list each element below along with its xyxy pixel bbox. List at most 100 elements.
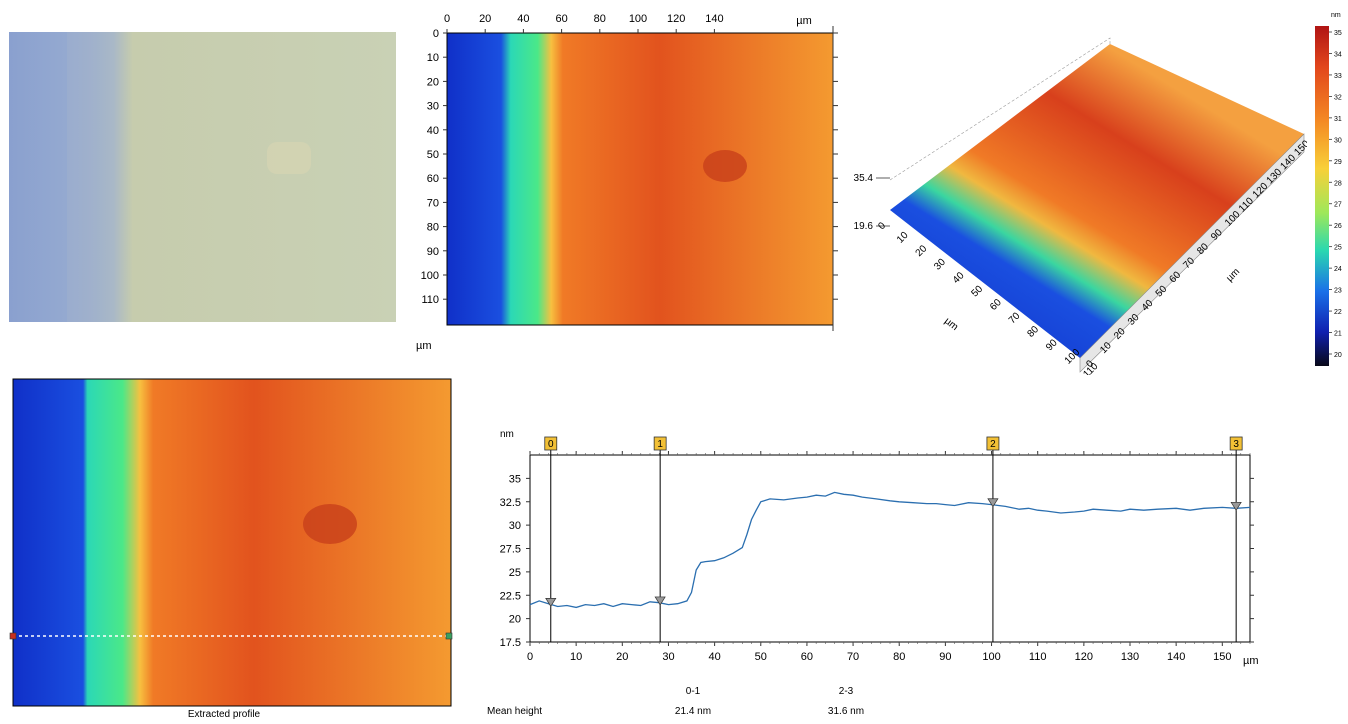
profile-x-tick-label: 40: [708, 651, 720, 663]
surface-3d-x-unit: µm: [942, 316, 960, 333]
profile-x-tick-label: 70: [847, 651, 859, 663]
height-map-2d-x-tick-label: 120: [667, 13, 685, 25]
profile-x-tick-label: 140: [1167, 651, 1185, 663]
profile-chart: nm 17.5 20 22.5 25 27.5 30 32.5 35 0 10 20 30 40 50 6…: [470, 420, 1290, 719]
colorbar-tick-label: 26: [1334, 223, 1342, 230]
height-map-2d-x-tick-label: 100: [629, 13, 647, 25]
height-map-2d-y-tick-label: 100: [421, 270, 439, 282]
height-map-2d-y-tick-label: 50: [427, 149, 439, 161]
height-map-2d-y-tick-label: 40: [427, 125, 439, 137]
height-map-2d-x-tick-label: 60: [555, 13, 567, 25]
height-map-2d-x-tick-label: 0: [444, 13, 450, 25]
surface-3d-x-tick-label: 30: [932, 257, 948, 273]
profile-y-tick-label: 30: [509, 520, 521, 532]
profile-cursor-marker[interactable]: [1230, 501, 1242, 511]
height-map-2d-y-tick-label: 90: [427, 246, 439, 258]
profile-plot-area: [529, 454, 1251, 643]
profile-x-tick-label: 100: [982, 651, 1000, 663]
height-map-2d: 0 20 40 60 80 100 120 140 0 10 20 30 40 50 60 70 80 90 10…: [410, 6, 850, 356]
surface-3d-image: [890, 44, 1304, 358]
colorbar-tick-label: 32: [1334, 94, 1342, 101]
colorbar-unit: nm: [1331, 12, 1341, 19]
profile-y-tick-label: 25: [509, 567, 521, 579]
colorbar-tick-label: 25: [1334, 245, 1342, 252]
colorbar-tick-label: 20: [1334, 352, 1342, 359]
optical-micrograph-image: [9, 32, 396, 322]
surface-3d-z-min: 19.6: [854, 221, 874, 232]
profile-cursor-flag[interactable]: [1229, 436, 1243, 451]
surface-3d-x-tick-label: 70: [1007, 310, 1023, 326]
colorbar-tick-label: 24: [1334, 266, 1342, 273]
height-map-2d-y-tick-label: 30: [427, 101, 439, 113]
height-map-2d-y-tick-label: 80: [427, 222, 439, 234]
profile-y-tick-label: 27.5: [500, 544, 521, 556]
colorbar-tick-label: 33: [1334, 73, 1342, 80]
colorbar: nm 35 34 33 32 31 30 29 28 27 26 25 24 23 22 21 20: [1305, 6, 1348, 371]
height-map-2d-y-tick-label: 70: [427, 197, 439, 209]
profile-line-end-handle[interactable]: [445, 632, 453, 640]
measure-col2-header: 2-3: [839, 686, 854, 697]
profile-line-start-handle[interactable]: [9, 632, 17, 640]
colorbar-tick-label: 28: [1334, 180, 1342, 187]
profile-x-tick-label: 110: [1029, 651, 1047, 663]
colorbar-tick-label: 29: [1334, 159, 1342, 166]
profile-cursor-label: 0: [548, 439, 554, 450]
extracted-profile-map-image: [12, 378, 452, 707]
colorbar-tick-label: 34: [1334, 51, 1342, 58]
profile-chart-y-label: nm: [500, 429, 514, 440]
height-map-2d-x-unit: µm: [796, 15, 812, 27]
profile-series-line: [529, 491, 1251, 609]
colorbar-gradient: [1315, 26, 1329, 366]
surface-3d-y-unit: µm: [1224, 266, 1242, 284]
extracted-profile-caption: Extracted profile: [188, 709, 261, 719]
height-map-2d-x-tick-label: 80: [594, 13, 606, 25]
surface-3d-x-tick-label: 10: [895, 230, 911, 246]
colorbar-tick-label: 23: [1334, 288, 1342, 295]
profile-cursor-marker[interactable]: [654, 596, 666, 606]
height-map-2d-y-tick-label: 10: [427, 52, 439, 64]
height-map-2d-y-tick-label: 110: [421, 294, 439, 306]
profile-cursor-flag[interactable]: [544, 436, 558, 451]
profile-cursor-label: 1: [657, 439, 663, 450]
profile-y-tick-label: 17.5: [500, 637, 521, 649]
profile-cursor-flag[interactable]: [653, 436, 667, 451]
height-map-2d-y-tick-label: 60: [427, 173, 439, 185]
profile-y-tick-label: 35: [509, 473, 521, 485]
height-map-2d-y-tick-label: 0: [433, 28, 439, 40]
profile-x-tick-label: 0: [527, 651, 533, 663]
profile-cursor-marker[interactable]: [987, 498, 999, 508]
profile-chart-x-unit: µm: [1243, 655, 1259, 667]
profile-x-tick-label: 30: [662, 651, 674, 663]
height-map-2d-x-tick-label: 40: [517, 13, 529, 25]
measure-col2-value: 31.6 nm: [828, 706, 864, 717]
surface-3d-x-tick-label: 80: [1025, 324, 1041, 340]
surface-3d-x-tick-label: 40: [951, 270, 967, 286]
measure-col1-value: 21.4 nm: [675, 706, 711, 717]
surface-3d-x-tick-label: 60: [988, 297, 1004, 313]
profile-x-tick-label: 150: [1213, 651, 1231, 663]
profile-y-tick-label: 32.5: [500, 497, 521, 509]
surface-3d-x-tick-label: 50: [970, 283, 986, 299]
surface-3d-x-tick-label: 20: [914, 243, 930, 259]
height-map-2d-y-tick-label: 20: [427, 76, 439, 88]
profile-x-tick-label: 50: [755, 651, 767, 663]
profile-y-tick-label: 22.5: [500, 590, 521, 602]
measure-row-label: Mean height: [487, 706, 542, 717]
surface-3d-view: 35.4 19.6 0 10 20 30 40 50 60 70 80 90 100 110 0 10 2…: [852, 30, 1312, 380]
colorbar-tick-label: 21: [1334, 331, 1342, 338]
profile-x-tick-label: 60: [801, 651, 813, 663]
profile-x-tick-label: 20: [616, 651, 628, 663]
profile-x-tick-label: 120: [1075, 651, 1093, 663]
height-map-2d-x-tick-label: 140: [705, 13, 723, 25]
optical-micrograph: [9, 32, 396, 322]
measure-col1-header: 0-1: [686, 686, 701, 697]
height-map-2d-y-unit: µm: [416, 340, 432, 352]
profile-cursor-flag[interactable]: [986, 436, 1000, 451]
extracted-profile-map: Extracted profile: [8, 376, 458, 720]
profile-x-tick-label: 10: [570, 651, 582, 663]
profile-cursor-marker[interactable]: [545, 598, 557, 608]
profile-x-tick-label: 130: [1121, 651, 1139, 663]
surface-3d-z-max: 35.4: [854, 173, 874, 184]
profile-x-tick-label: 90: [939, 651, 951, 663]
colorbar-tick-label: 31: [1334, 116, 1342, 123]
